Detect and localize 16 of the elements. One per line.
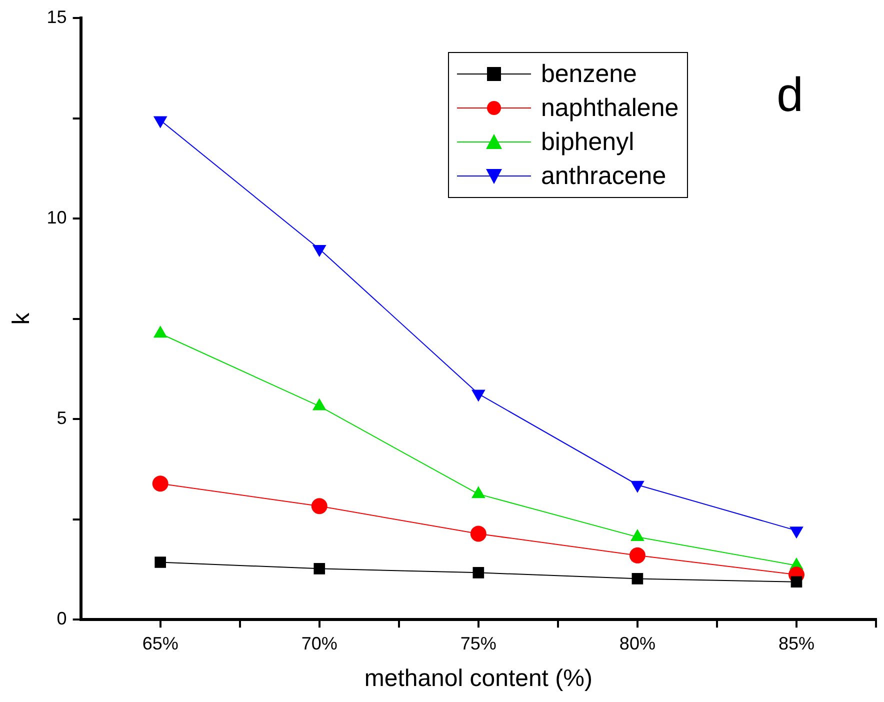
- y-tick-label: 0: [56, 608, 67, 629]
- x-axis-title: methanol content (%): [364, 665, 592, 692]
- x-tick-label: 85%: [778, 633, 814, 654]
- legend-label: benzene: [541, 60, 637, 88]
- y-axis-title: k: [8, 312, 36, 325]
- legend-label: anthracene: [541, 162, 666, 190]
- y-tick-label: 10: [46, 208, 67, 228]
- x-tick-label: 80%: [619, 633, 656, 654]
- legend-label: naphthalene: [541, 94, 679, 122]
- x-tick-label: 75%: [460, 633, 496, 654]
- x-tick-label: 65%: [142, 633, 178, 654]
- y-tick-label: 15: [46, 6, 67, 27]
- x-tick-label: 70%: [301, 633, 338, 654]
- annotation: d: [776, 69, 804, 122]
- legend-label: biphenyl: [541, 128, 634, 156]
- y-tick-label: 5: [56, 408, 67, 428]
